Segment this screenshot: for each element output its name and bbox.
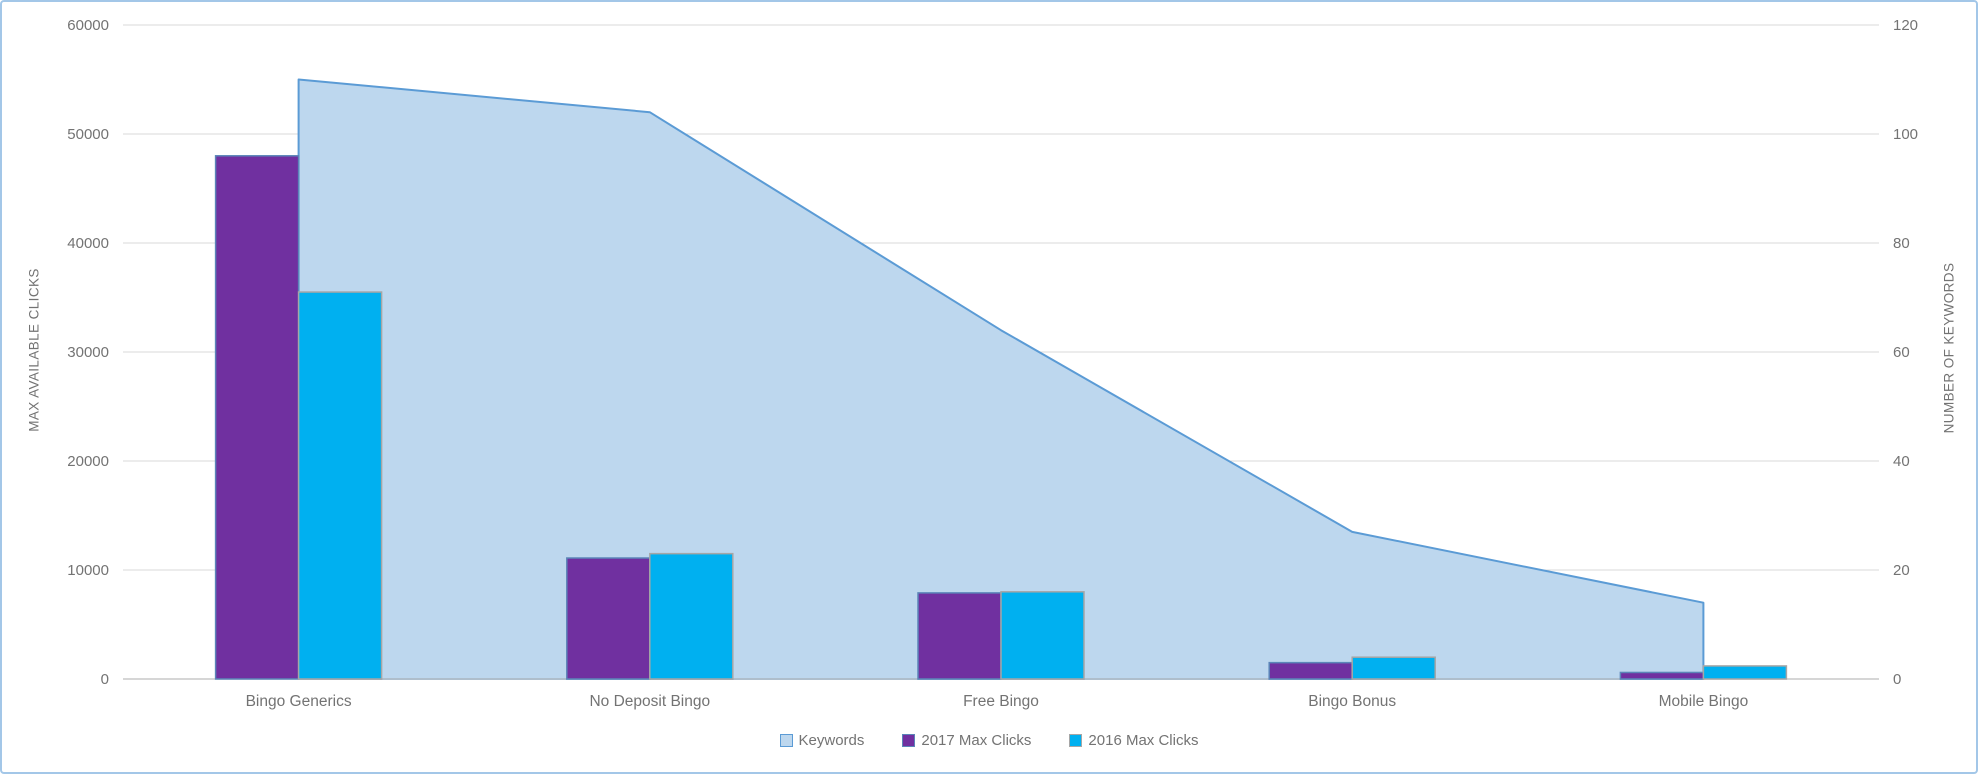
left-axis-tick: 50000 <box>67 126 109 143</box>
chart-legend: Keywords 2017 Max Clicks 2016 Max Clicks <box>2 732 1976 749</box>
category-label: Mobile Bingo <box>1659 693 1749 710</box>
bar-2016-max-clicks-bingo-bonus[interactable] <box>1351 656 1436 680</box>
legend-item-keywords[interactable]: Keywords <box>779 732 865 749</box>
bar-2016-max-clicks-bingo-generics[interactable] <box>297 291 383 680</box>
bar-2017-max-clicks-bingo-generics[interactable] <box>214 155 300 680</box>
right-axis-tick: 100 <box>1893 126 1918 143</box>
category-label: Bingo Generics <box>246 693 352 710</box>
left-axis-tick: 40000 <box>67 235 109 252</box>
right-axis-tick: 40 <box>1893 453 1910 470</box>
right-axis-tick: 120 <box>1893 17 1918 34</box>
category-label: No Deposit Bingo <box>589 693 710 710</box>
right-axis-tick: 80 <box>1893 235 1910 252</box>
bar-2017-max-clicks-no-deposit-bingo[interactable] <box>566 557 651 680</box>
bar-2016-max-clicks-free-bingo[interactable] <box>1000 591 1085 680</box>
bar-2017-max-clicks-mobile-bingo[interactable] <box>1619 671 1705 680</box>
left-axis-tick: 10000 <box>67 562 109 579</box>
legend-item-2016-max-clicks[interactable]: 2016 Max Clicks <box>1069 732 1198 749</box>
left-axis-tick: 0 <box>101 671 109 688</box>
keywords-swatch-icon <box>779 734 793 747</box>
left-axis-tick: 20000 <box>67 453 109 470</box>
right-axis-tick: 0 <box>1893 671 1901 688</box>
legend-label-keywords: Keywords <box>798 732 865 749</box>
legend-label-2016-max-clicks: 2016 Max Clicks <box>1088 732 1199 749</box>
left-axis-tick: 60000 <box>67 17 109 34</box>
right-axis-tick: 20 <box>1893 562 1910 579</box>
right-axis-tick: 60 <box>1893 344 1910 361</box>
bar-2017-max-clicks-bingo-bonus[interactable] <box>1268 661 1353 680</box>
bar-2016-max-clicks-no-deposit-bingo[interactable] <box>649 552 734 680</box>
legend-label-2017-max-clicks: 2017 Max Clicks <box>921 732 1032 749</box>
2016-max-clicks-swatch-icon <box>1069 734 1083 747</box>
category-label: Bingo Bonus <box>1308 693 1396 710</box>
2017-max-clicks-swatch-icon <box>902 734 916 747</box>
left-axis-tick: 30000 <box>67 344 109 361</box>
bar-2017-max-clicks-free-bingo[interactable] <box>917 592 1002 680</box>
bar-2016-max-clicks-mobile-bingo[interactable] <box>1702 665 1788 680</box>
keywords-area-series[interactable] <box>297 78 1705 680</box>
legend-item-2017-max-clicks[interactable]: 2017 Max Clicks <box>902 732 1031 749</box>
category-label: Free Bingo <box>963 693 1039 710</box>
